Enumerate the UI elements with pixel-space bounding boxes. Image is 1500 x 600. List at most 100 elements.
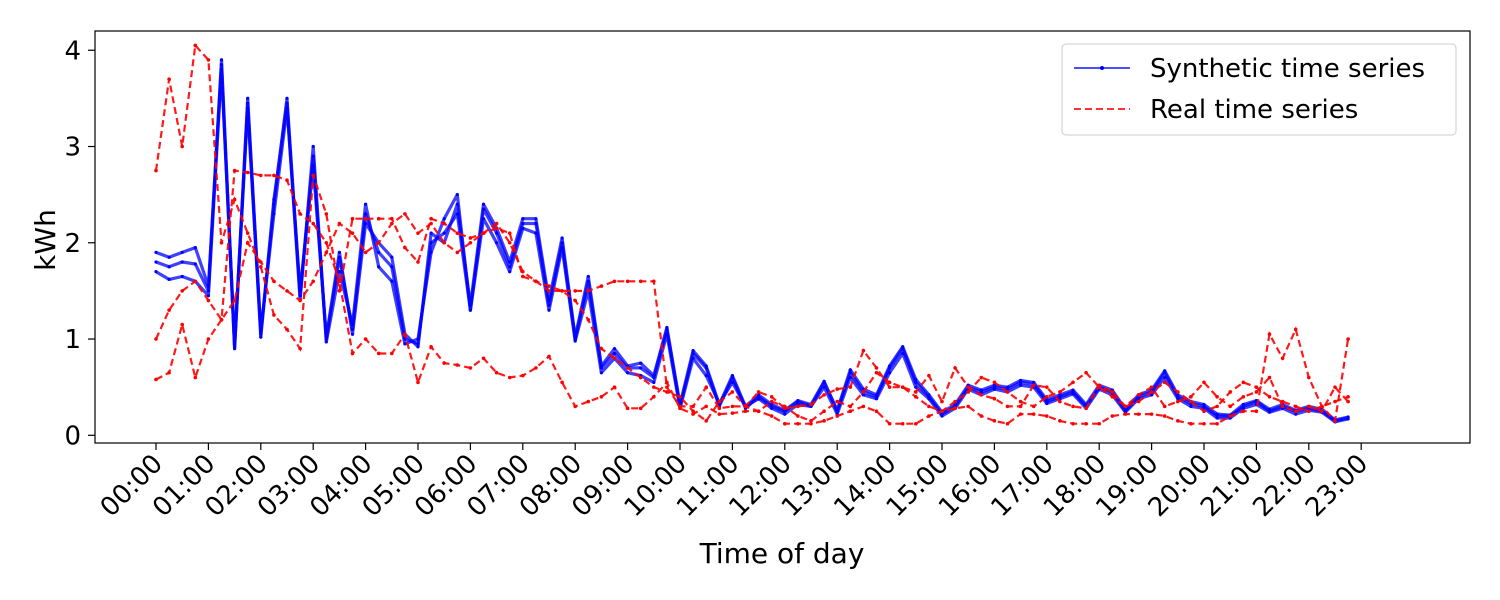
real-point [835,399,839,404]
real-point [429,344,433,349]
real-point [259,173,263,178]
real-point [848,404,853,409]
synthetic-point [285,106,289,110]
real-point [1136,399,1141,404]
real-point [272,173,276,178]
real-point [403,332,407,337]
legend-synthetic-marker [1100,66,1104,70]
real-point [1241,380,1246,385]
synthetic-point [612,351,617,356]
real-point [704,419,708,423]
synthetic-point [1071,388,1075,392]
real-point [1293,404,1298,409]
real-point [1215,404,1219,409]
real-point [1084,421,1088,426]
synthetic-point [639,361,643,365]
synthetic-point [508,270,512,274]
real-point [861,390,866,394]
y-tick-label: 4 [64,36,81,66]
synthetic-point [848,368,852,372]
real-point [180,144,184,149]
legend: Synthetic time series Real time series [1061,43,1457,136]
synthetic-point [639,366,643,370]
real-point [298,212,302,216]
synthetic-point [219,63,224,67]
real-point [1254,385,1259,389]
real-point [599,284,604,288]
real-point [311,173,316,178]
real-point [992,419,997,423]
synthetic-point [888,364,892,368]
synthetic-point [167,265,171,269]
real-point [599,394,604,399]
real-point [1176,399,1180,404]
synthetic-point [573,339,577,343]
synthetic-point [1045,398,1049,402]
real-point [625,406,630,411]
real-point [953,399,957,404]
synthetic-point [1215,416,1219,420]
real-point [1084,406,1088,411]
real-point [390,216,394,221]
synthetic-point [599,364,604,368]
real-point [1058,390,1062,394]
real-point [547,354,551,359]
synthetic-point [364,202,368,206]
synthetic-point [442,217,446,221]
real-point [1320,409,1324,414]
synthetic-point [927,393,931,397]
real-point [442,221,447,226]
real-point [992,380,997,385]
synthetic-point [547,308,551,312]
real-point [900,385,905,389]
synthetic-point [1150,393,1154,397]
real-point [979,414,984,418]
real-point [167,370,171,375]
real-point [887,385,892,389]
real-point [560,289,564,293]
real-point [652,279,656,284]
real-point [887,380,892,385]
real-point [1320,404,1324,409]
y-tick-label: 1 [64,325,81,355]
y-tick-label: 0 [64,421,81,451]
synthetic-point [481,202,486,206]
real-point [769,414,774,418]
real-point [206,337,211,341]
real-point [455,231,460,235]
synthetic-point [1045,401,1049,406]
synthetic-point [1176,397,1180,401]
real-point [206,298,211,303]
synthetic-point [377,265,381,269]
synthetic-point [1202,406,1206,410]
real-point [1084,370,1088,375]
synthetic-point [757,397,761,401]
real-point [756,390,761,394]
synthetic-point [272,212,276,216]
synthetic-point [1032,380,1036,384]
real-point [1254,409,1259,414]
real-point [259,260,263,264]
synthetic-point [1215,412,1219,416]
synthetic-point [324,335,328,339]
real-point [665,380,669,385]
real-point [1241,409,1246,414]
synthetic-point [888,371,892,375]
real-point [390,351,394,356]
synthetic-point [350,332,355,336]
real-point [507,240,512,245]
real-point [953,406,957,411]
synthetic-point [154,260,158,264]
real-point [1058,419,1062,423]
real-point [678,394,682,399]
synthetic-point [953,402,957,407]
synthetic-point [1163,375,1167,380]
synthetic-point [914,377,918,382]
synthetic-point [586,274,590,279]
real-point [769,394,774,399]
real-point [586,399,591,404]
real-point [704,385,708,389]
y-tick-label: 2 [64,229,81,259]
real-point [822,393,826,397]
synthetic-point [206,294,210,298]
